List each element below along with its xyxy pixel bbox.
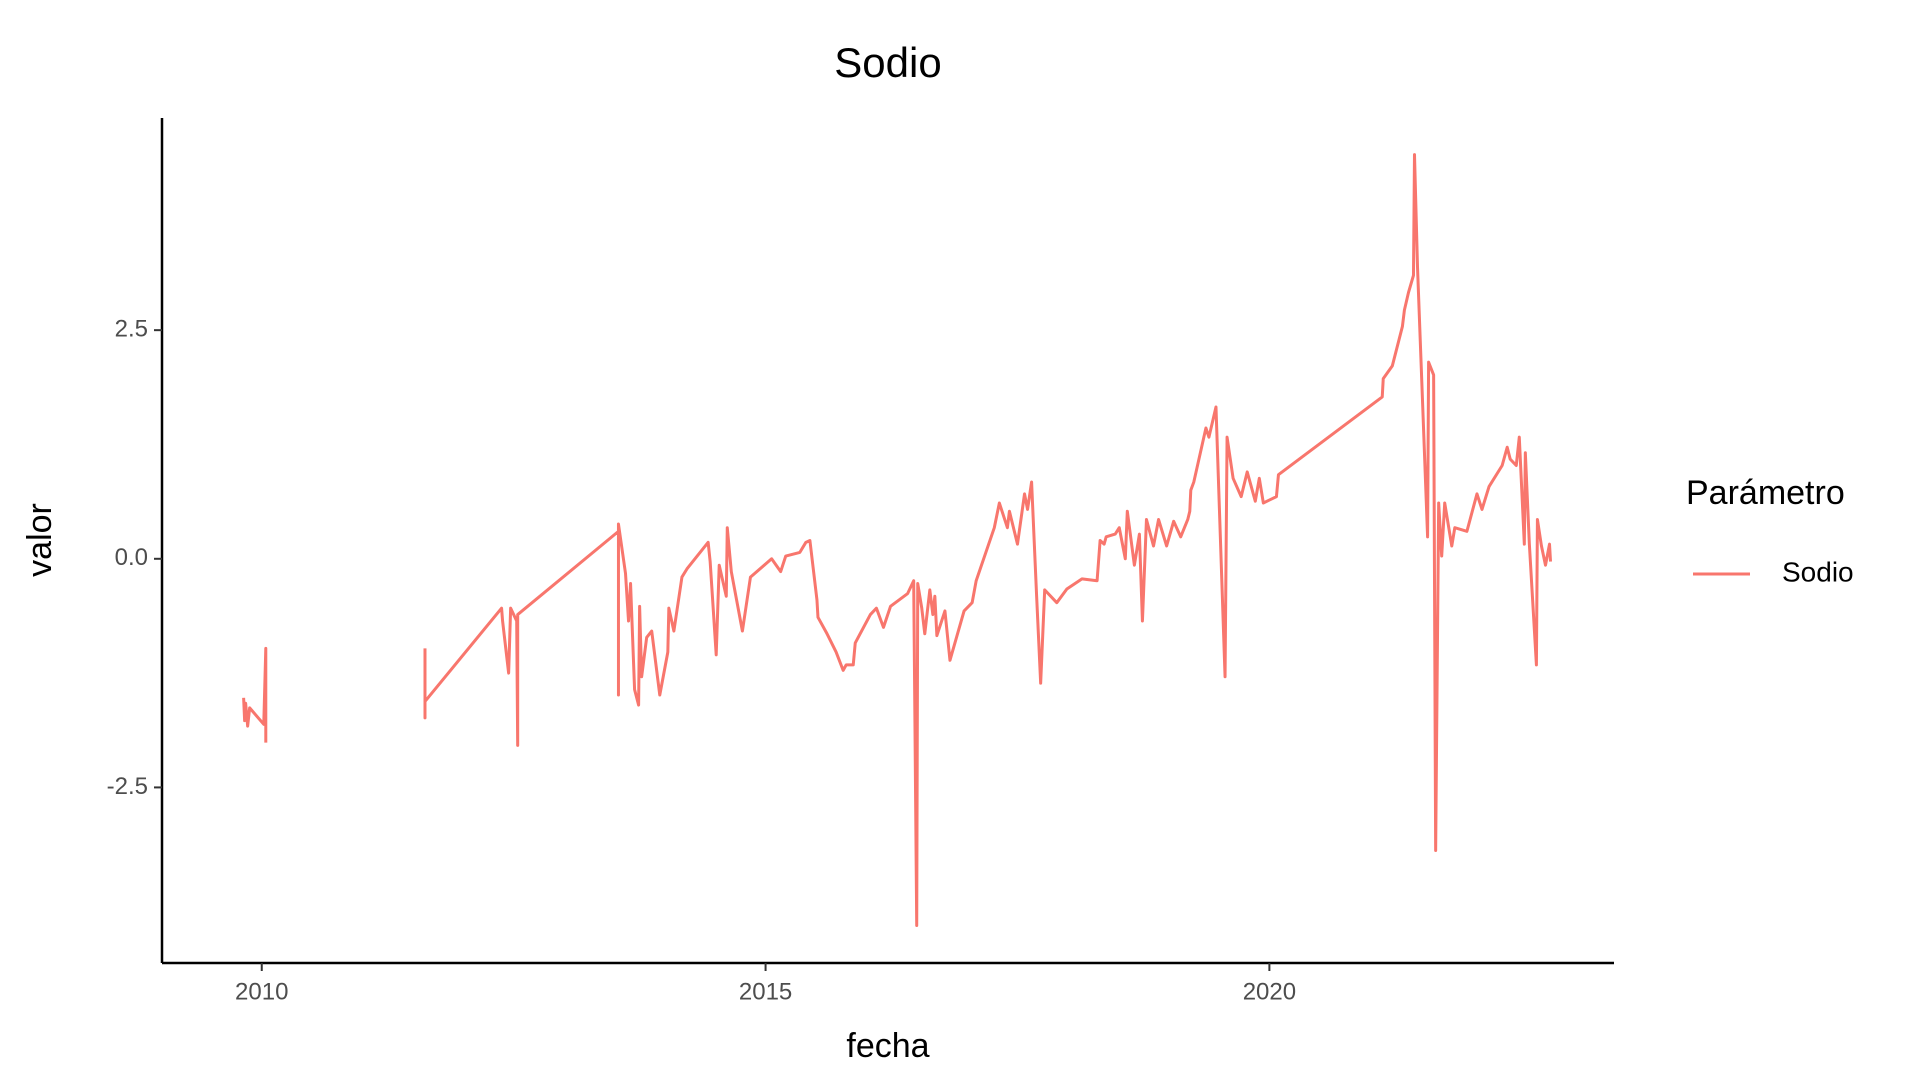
x-tick-label: 2020 <box>1243 978 1296 1005</box>
legend-title: Parámetro <box>1686 474 1845 512</box>
chart-title: Sodio <box>834 39 941 86</box>
x-axis-title: fecha <box>846 1027 929 1065</box>
data-line <box>242 153 1553 928</box>
x-tick-label: 2010 <box>235 978 288 1005</box>
x-tick-label: 2015 <box>739 978 792 1005</box>
y-axis-title: valor <box>21 503 59 577</box>
legend-label: Sodio <box>1782 556 1854 587</box>
y-tick-label: 0.0 <box>115 544 148 571</box>
y-tick-label: 2.5 <box>115 316 148 343</box>
y-tick-label: -2.5 <box>107 773 148 800</box>
